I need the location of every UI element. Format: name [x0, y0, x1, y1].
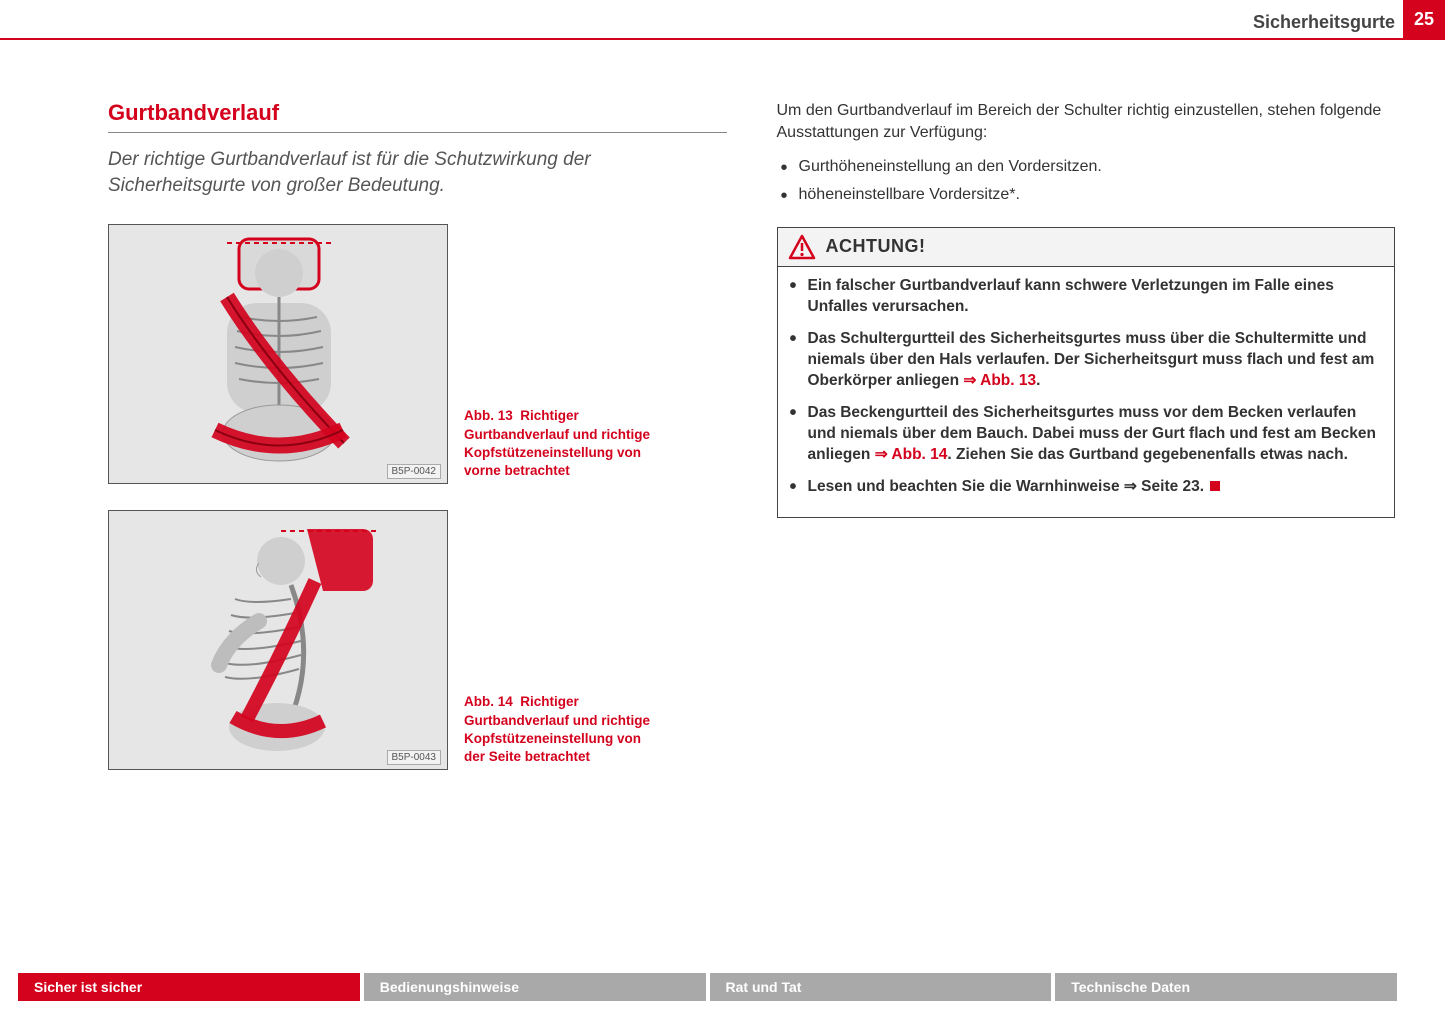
- warning-header: ACHTUNG!: [778, 228, 1395, 267]
- footer-tabs: Sicher ist sicher Bedienungshinweise Rat…: [18, 973, 1397, 1001]
- content-area: Gurtbandverlauf Der richtige Gurtbandver…: [108, 100, 1395, 959]
- warning-item: Ein falscher Gurtbandverlauf kann schwer…: [788, 275, 1385, 318]
- warning-text: Lesen und beachten Sie die Warnhinweise …: [808, 478, 1205, 495]
- figure-caption-13: Abb. 13 Richtiger Gurtbandverlauf und ri…: [464, 407, 664, 484]
- figure-code: B5P-0042: [387, 464, 441, 479]
- list-item: Gurthöheneinstellung an den Vordersitzen…: [777, 155, 1396, 179]
- section-title: Gurtbandverlauf: [108, 100, 727, 133]
- warning-item: Das Beckengurtteil des Sicherheitsgurtes…: [788, 402, 1385, 466]
- list-item: höheneinstellbare Vordersitze*.: [777, 183, 1396, 207]
- right-column: Um den Gurtbandverlauf im Bereich der Sc…: [777, 100, 1396, 959]
- chapter-title: Sicherheitsgurte: [1253, 12, 1395, 33]
- page-number: 25: [1403, 0, 1445, 38]
- figure-reference: ⇒ Abb. 13: [963, 372, 1036, 389]
- lead-text: Der richtige Gurtbandverlauf ist für die…: [108, 147, 727, 198]
- intro-paragraph: Um den Gurtbandverlauf im Bereich der Sc…: [777, 100, 1396, 145]
- figure-caption-prefix: Abb. 14: [464, 694, 513, 709]
- section-end-marker: [1210, 481, 1220, 491]
- warning-item: Das Schultergurtteil des Sicherheitsgurt…: [788, 328, 1385, 392]
- left-column: Gurtbandverlauf Der richtige Gurtbandver…: [108, 100, 727, 959]
- figure-code: B5P-0043: [387, 750, 441, 765]
- figure-block-13: B5P-0042 Abb. 13 Richtiger Gurtbandverla…: [108, 224, 727, 484]
- figure-block-14: B5P-0043 Abb. 14 Richtiger Gurtbandverla…: [108, 510, 727, 770]
- tab-rat[interactable]: Rat und Tat: [710, 973, 1052, 1001]
- warning-text: Das Schultergurtteil des Sicherheitsgurt…: [808, 330, 1375, 390]
- tab-sicher[interactable]: Sicher ist sicher: [18, 973, 360, 1001]
- figure-reference: ⇒ Abb. 14: [875, 446, 948, 463]
- header-rule: [0, 38, 1445, 40]
- figure-image-front: B5P-0042: [108, 224, 448, 484]
- tab-technische[interactable]: Technische Daten: [1055, 973, 1397, 1001]
- warning-text: Ein falscher Gurtbandverlauf kann schwer…: [808, 277, 1334, 315]
- feature-list: Gurthöheneinstellung an den Vordersitzen…: [777, 155, 1396, 207]
- figure-image-side: B5P-0043: [108, 510, 448, 770]
- figure-caption-14: Abb. 14 Richtiger Gurtbandverlauf und ri…: [464, 693, 664, 770]
- warning-box: ACHTUNG! Ein falscher Gurtbandverlauf ka…: [777, 227, 1396, 518]
- warning-title: ACHTUNG!: [826, 236, 926, 257]
- warning-item: Lesen und beachten Sie die Warnhinweise …: [788, 476, 1385, 497]
- warning-text-after: .: [1036, 372, 1040, 389]
- tab-label: Sicher ist sicher: [34, 979, 142, 995]
- page-header: Sicherheitsgurte 25: [0, 0, 1445, 40]
- tab-label: Technische Daten: [1071, 979, 1190, 995]
- tab-label: Rat und Tat: [726, 979, 802, 995]
- figure-caption-prefix: Abb. 13: [464, 408, 513, 423]
- warning-text-after: . Ziehen Sie das Gurtband gegebenenfalls…: [947, 446, 1348, 463]
- tab-label: Bedienungshinweise: [380, 979, 519, 995]
- tab-bedienung[interactable]: Bedienungshinweise: [364, 973, 706, 1001]
- warning-body: Ein falscher Gurtbandverlauf kann schwer…: [778, 267, 1395, 517]
- warning-triangle-icon: [788, 234, 816, 260]
